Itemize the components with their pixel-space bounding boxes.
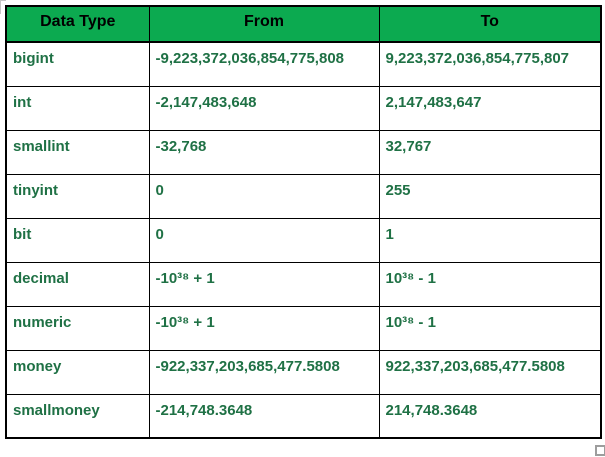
cell-type: numeric	[5, 305, 150, 351]
cell-from: -2,147,483,648	[148, 85, 380, 131]
cell-type: bigint	[5, 41, 150, 87]
data-type-range-table: Data Type From To bigint -9,223,372,036,854…	[5, 5, 602, 439]
cell-type: decimal	[5, 261, 150, 307]
corner-mark-horizontal	[0, 0, 6, 1]
table-row: smallmoney -214,748.3648 214,748.3648	[5, 393, 602, 439]
cell-type: tinyint	[5, 173, 150, 219]
table-body: bigint -9,223,372,036,854,775,808 9,223,37…	[5, 41, 602, 439]
cell-from: -32,768	[148, 129, 380, 175]
cell-to: 32,767	[378, 129, 602, 175]
table-resize-handle[interactable]	[595, 445, 605, 456]
cell-from: -10³⁸ + 1	[148, 305, 380, 351]
cell-to: 214,748.3648	[378, 393, 602, 439]
cell-to: 255	[378, 173, 602, 219]
cell-to: 10³⁸ - 1	[378, 305, 602, 351]
cell-type: bit	[5, 217, 150, 263]
table-row: bit 0 1	[5, 217, 602, 263]
cell-from: -214,748.3648	[148, 393, 380, 439]
cell-type: int	[5, 85, 150, 131]
header-cell-data-type: Data Type	[5, 5, 150, 43]
cell-type: smallint	[5, 129, 150, 175]
header-row: Data Type From To	[5, 5, 602, 43]
cell-to: 922,337,203,685,477.5808	[378, 349, 602, 395]
cell-from: -922,337,203,685,477.5808	[148, 349, 380, 395]
cell-from: -9,223,372,036,854,775,808	[148, 41, 380, 87]
table-row: money -922,337,203,685,477.5808 922,337,20…	[5, 349, 602, 395]
table-row: numeric -10³⁸ + 1 10³⁸ - 1	[5, 305, 602, 351]
cell-to: 10³⁸ - 1	[378, 261, 602, 307]
cell-to: 2,147,483,647	[378, 85, 602, 131]
table-row: int -2,147,483,648 2,147,483,647	[5, 85, 602, 131]
table-row: smallint -32,768 32,767	[5, 129, 602, 175]
header-cell-from: From	[148, 5, 380, 43]
header-cell-to: To	[378, 5, 602, 43]
table-row: bigint -9,223,372,036,854,775,808 9,223,37…	[5, 41, 602, 87]
cell-type: money	[5, 349, 150, 395]
cell-type: smallmoney	[5, 393, 150, 439]
corner-mark-vertical	[0, 0, 1, 14]
table-row: decimal -10³⁸ + 1 10³⁸ - 1	[5, 261, 602, 307]
cell-to: 1	[378, 217, 602, 263]
cell-to: 9,223,372,036,854,775,807	[378, 41, 602, 87]
table-row: tinyint 0 255	[5, 173, 602, 219]
cell-from: 0	[148, 173, 380, 219]
cell-from: -10³⁸ + 1	[148, 261, 380, 307]
cell-from: 0	[148, 217, 380, 263]
